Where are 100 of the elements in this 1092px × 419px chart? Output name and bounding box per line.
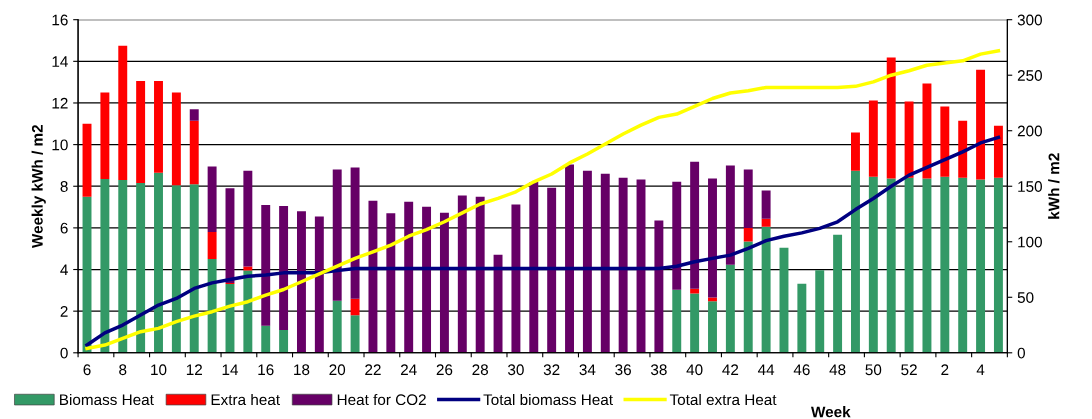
bar <box>279 206 289 330</box>
bar <box>654 220 664 353</box>
x-tick-label: 50 <box>865 364 882 376</box>
bar <box>82 123 92 197</box>
bar <box>314 216 324 353</box>
x-tick-label: 32 <box>543 364 560 376</box>
y2-tick-label: 250 <box>1017 70 1042 81</box>
bar <box>511 204 521 353</box>
bar <box>993 177 1003 353</box>
x-axis-title: Week <box>811 406 851 418</box>
bar <box>690 293 700 353</box>
bar <box>976 69 986 180</box>
y2-tick-label: 300 <box>1017 14 1042 26</box>
x-tick-label: 48 <box>829 364 846 376</box>
bar <box>404 201 414 353</box>
bar <box>136 81 146 184</box>
bar <box>439 212 449 353</box>
y-tick-label: 10 <box>52 139 68 151</box>
y-axis-title: Weekly kWh / m2 <box>31 125 46 249</box>
bar <box>851 170 860 353</box>
legend-label: Heat for CO2 <box>337 393 426 406</box>
bar <box>958 177 968 353</box>
bar <box>100 178 110 353</box>
bar <box>708 297 717 302</box>
bar <box>207 232 217 260</box>
bar <box>136 183 146 353</box>
bar <box>672 289 682 353</box>
y2-axis-title: kWh / m2 <box>1048 153 1060 219</box>
x-tick-label: 34 <box>579 364 596 376</box>
bar <box>261 325 271 353</box>
bar <box>297 211 306 353</box>
x-tick-label: 44 <box>757 364 775 375</box>
bar <box>690 161 700 289</box>
bar <box>350 298 360 316</box>
legend-label: Extra heat <box>211 393 280 406</box>
x-tick-label: 4 <box>976 364 985 375</box>
x-tick-label: 16 <box>258 364 274 376</box>
bar <box>350 167 360 299</box>
x-tick-label: 52 <box>901 364 917 376</box>
y-tick-label: 2 <box>60 306 68 317</box>
y2-tick-label: 200 <box>1017 125 1042 137</box>
x-tick-label: 6 <box>83 364 91 376</box>
bar <box>118 45 128 180</box>
y2-tick-label: 150 <box>1018 181 1042 192</box>
bar <box>851 132 860 171</box>
x-tick-label: 12 <box>186 364 202 375</box>
bar <box>207 259 217 353</box>
y-tick-label: 16 <box>52 14 68 26</box>
bar <box>618 177 628 353</box>
bar <box>475 196 485 353</box>
x-tick-label: 26 <box>436 364 453 376</box>
x-tick-label: 2 <box>941 364 949 375</box>
bar <box>868 176 878 353</box>
bar <box>958 120 968 178</box>
bar <box>761 218 771 227</box>
bar <box>368 200 378 353</box>
legend-label: Total biomass Heat <box>483 393 613 406</box>
bar <box>797 283 807 353</box>
bar <box>386 213 396 353</box>
bar <box>171 185 181 353</box>
bar <box>743 227 753 242</box>
x-tick-label: 38 <box>650 364 667 376</box>
bar <box>547 187 557 353</box>
bar <box>207 166 217 233</box>
bar <box>261 204 271 326</box>
bar <box>529 182 539 353</box>
bar <box>940 106 950 177</box>
bar <box>600 173 610 353</box>
bar <box>457 195 467 353</box>
bar <box>743 169 753 228</box>
bar <box>189 109 199 121</box>
x-tick-label: 14 <box>222 364 239 375</box>
y2-tick-label: 50 <box>1017 292 1034 303</box>
y-tick-label: 12 <box>52 97 68 109</box>
bar <box>833 234 843 353</box>
bar <box>886 178 896 353</box>
bar <box>886 57 896 179</box>
bar <box>940 176 950 353</box>
y2-tick-label: 0 <box>1017 347 1025 359</box>
x-tick-label: 42 <box>722 364 739 375</box>
x-tick-label: 28 <box>472 364 489 376</box>
x-tick-label: 46 <box>793 364 810 376</box>
x-tick-label: 22 <box>365 364 381 375</box>
y-tick-label: 0 <box>60 347 68 359</box>
bar <box>582 170 592 353</box>
y-tick-label: 6 <box>60 222 68 234</box>
x-tick-label: 8 <box>119 364 127 376</box>
x-tick-label: 40 <box>686 364 703 376</box>
line-series <box>85 49 1001 351</box>
bar <box>761 190 771 219</box>
bar <box>100 92 110 179</box>
bar <box>761 226 771 353</box>
y-tick-label: 4 <box>60 264 68 276</box>
bar <box>279 329 289 353</box>
bar <box>189 120 199 185</box>
bar <box>725 165 735 265</box>
bar <box>493 254 503 353</box>
bar <box>154 81 163 173</box>
legend-label: Biomass Heat <box>60 393 154 406</box>
x-tick-label: 24 <box>400 364 417 375</box>
